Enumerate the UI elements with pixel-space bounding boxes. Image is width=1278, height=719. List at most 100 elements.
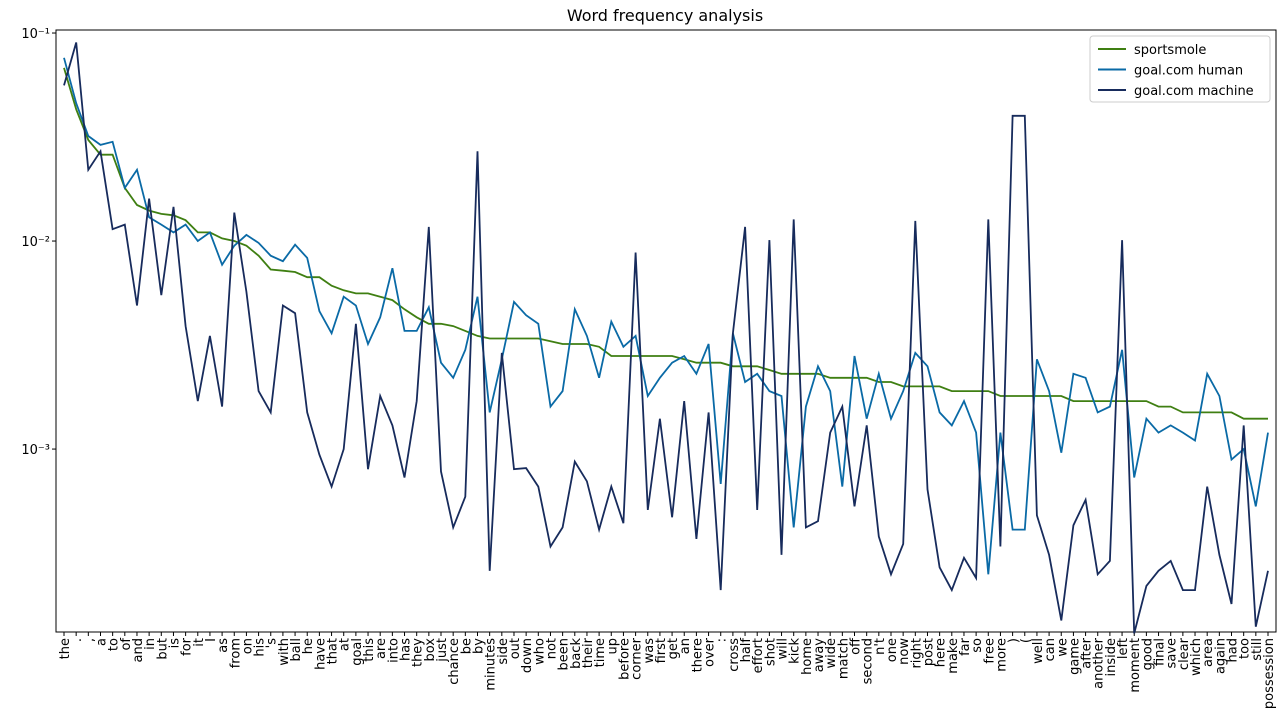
x-tick-label: was — [642, 638, 657, 664]
x-tick-label: ball — [289, 638, 304, 661]
y-tick-label: 10⁻² — [21, 235, 50, 250]
x-tick-label: the — [58, 638, 73, 659]
x-tick-label: ) — [1007, 638, 1022, 643]
x-tick-label: match — [836, 638, 851, 679]
x-tick-label: we — [1055, 638, 1070, 657]
x-tick-label: possession — [1262, 638, 1277, 709]
x-tick-label: shot — [763, 638, 778, 666]
x-tick-label: on — [240, 638, 255, 654]
series-line — [63, 67, 1268, 420]
x-tick-label: of — [119, 638, 134, 651]
x-tick-label: his — [253, 638, 268, 657]
x-tick-label: , — [82, 638, 97, 642]
x-tick-label: half — [739, 638, 754, 663]
x-tick-label: area — [1201, 638, 1216, 667]
x-tick-label: up — [605, 638, 620, 655]
x-tick-label: ( — [1019, 638, 1034, 643]
x-tick-label: clear — [1177, 637, 1192, 670]
legend-label: goal.com machine — [1134, 84, 1254, 99]
legend-label: sportsmole — [1134, 43, 1206, 58]
x-tick-label: post — [921, 638, 936, 666]
x-tick-label: first — [654, 638, 669, 663]
x-tick-label: good — [1140, 638, 1155, 670]
x-tick-label: n't — [873, 638, 888, 655]
x-tick-label: second — [861, 638, 876, 684]
x-tick-label: for — [180, 637, 195, 656]
x-tick-label: and — [131, 638, 146, 662]
x-tick-label: will — [776, 638, 791, 659]
y-tick-label: 10⁻¹ — [21, 27, 50, 42]
x-tick-label: out — [508, 638, 523, 659]
x-tick-label: not — [544, 638, 559, 659]
x-tick-label: which — [1189, 638, 1204, 676]
x-tick-label: still — [1250, 638, 1265, 661]
x-tick-label: this — [362, 638, 377, 662]
x-tick-label: box — [423, 638, 438, 662]
x-tick-label: at — [338, 638, 353, 651]
x-tick-label: one — [885, 638, 900, 662]
x-tick-label: can — [1043, 638, 1058, 661]
x-tick-label: he — [301, 638, 316, 654]
x-tick-label: I — [204, 638, 219, 642]
x-tick-label: back — [569, 638, 584, 669]
x-tick-label: goal — [350, 638, 365, 666]
x-tick-label: be — [459, 638, 474, 654]
x-tick-label: side — [496, 638, 511, 665]
x-tick-label: down — [520, 638, 535, 673]
x-tick-label: now — [897, 638, 912, 665]
plot-area — [55, 29, 1277, 633]
x-tick-label: in — [143, 638, 158, 650]
x-tick-label: over — [703, 637, 718, 667]
x-tick-label: with — [277, 638, 292, 666]
x-tick-label: their — [581, 637, 596, 668]
x-tick-label: free — [982, 638, 997, 664]
x-tick-label: home — [800, 638, 815, 675]
x-tick-label: well — [1031, 638, 1046, 664]
x-tick-label: time — [593, 638, 608, 667]
x-tick-label: too — [1238, 638, 1253, 659]
x-tick-label: there — [690, 638, 705, 672]
x-tick-label: been — [557, 638, 572, 671]
x-tick-label: off — [849, 637, 864, 655]
x-tick-label: as — [216, 638, 231, 653]
x-tick-label: game — [1067, 638, 1082, 675]
chart-title: Word frequency analysis — [567, 6, 763, 25]
x-tick-label: . — [70, 638, 85, 642]
x-tick-label: effort — [751, 638, 766, 673]
x-tick-label: inside — [1104, 638, 1119, 677]
x-tick-label: 's — [265, 638, 280, 649]
x-tick-label: minutes — [484, 638, 499, 691]
x-tick-label: again — [1213, 638, 1228, 674]
x-tick-label: has — [399, 638, 414, 661]
x-tick-label: before — [617, 638, 632, 680]
x-tick-label: away — [812, 638, 827, 673]
x-tick-label: that — [326, 638, 341, 664]
x-tick-label: save — [1165, 638, 1180, 668]
x-tick-label: it — [192, 638, 207, 647]
x-tick-label: a — [94, 638, 109, 646]
x-tick-label: from — [228, 638, 243, 668]
x-tick-label: : — [715, 638, 730, 642]
x-tick-label: more — [994, 638, 1009, 672]
x-tick-label: kick — [788, 638, 803, 664]
x-tick-label: get — [666, 638, 681, 659]
x-tick-label: into — [386, 638, 401, 663]
x-tick-label: an — [678, 638, 693, 654]
series-line — [63, 42, 1269, 634]
x-tick-label: far — [958, 637, 973, 656]
x-tick-label: chance — [447, 638, 462, 685]
legend-box — [1089, 35, 1271, 103]
x-tick-label: make — [946, 638, 961, 674]
x-tick-label: moment — [1128, 638, 1143, 693]
x-tick-label: have — [313, 638, 328, 670]
x-tick-label: corner — [630, 637, 645, 679]
x-tick-label: they — [411, 638, 426, 667]
x-tick-label: here — [934, 638, 949, 667]
x-tick-label: are — [374, 638, 389, 659]
x-tick-label: left — [1116, 638, 1131, 659]
x-tick-label: is — [167, 638, 182, 649]
x-tick-label: final — [1153, 638, 1168, 666]
series-line — [63, 57, 1269, 575]
x-tick-label: so — [970, 638, 985, 653]
y-tick-label: 10⁻³ — [21, 443, 50, 458]
